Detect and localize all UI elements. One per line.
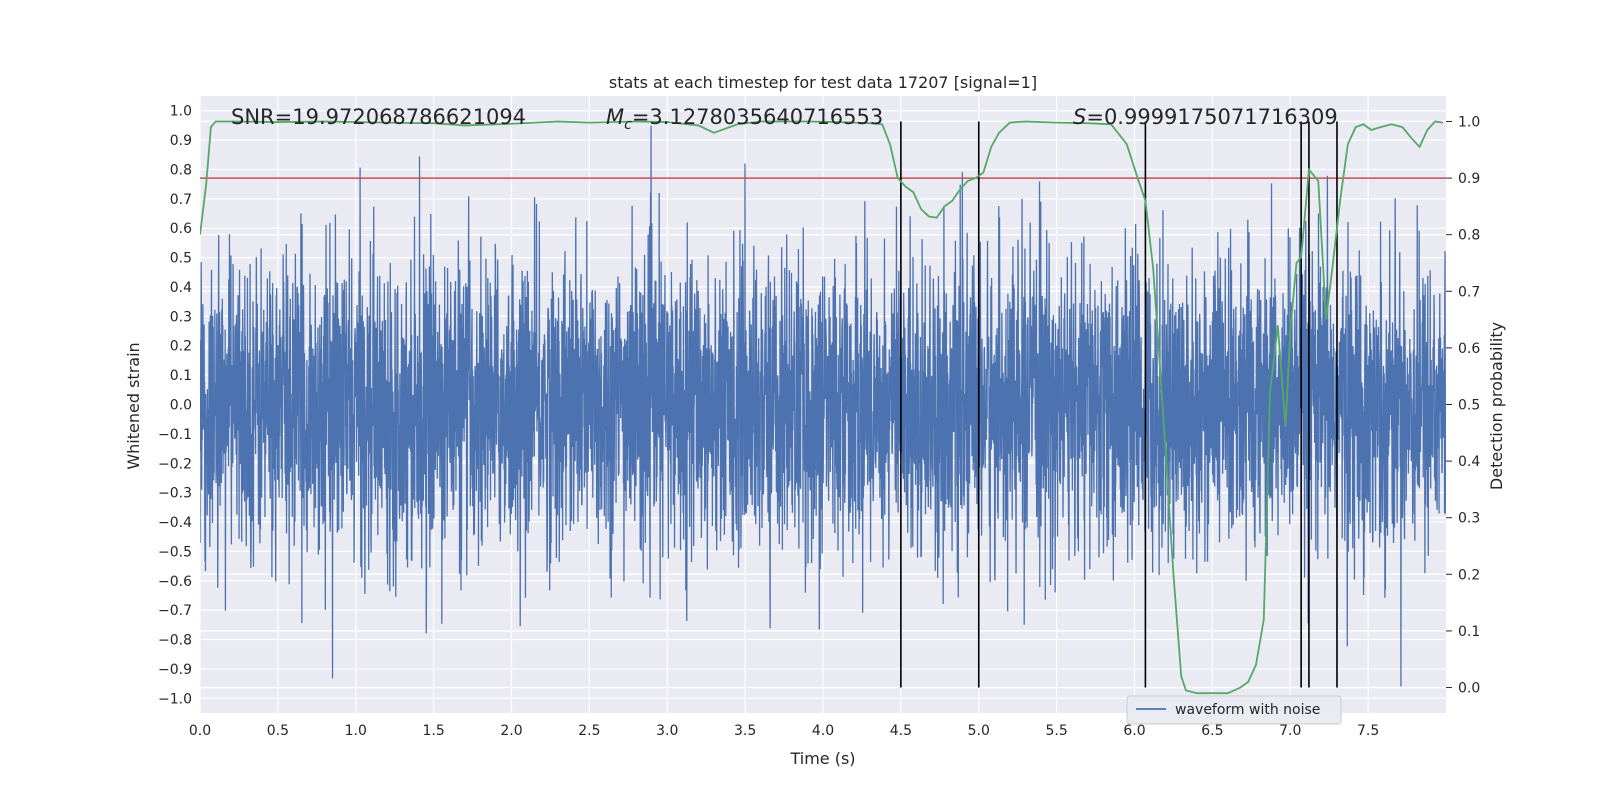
y-tick-label: 0.8 — [170, 162, 192, 178]
annotation-score-symbol: S — [1073, 105, 1086, 129]
x-tick-label: 2.5 — [578, 723, 600, 739]
y2-tick-label: 0.8 — [1458, 228, 1480, 244]
y-tick-label: 0.7 — [170, 192, 192, 208]
legend-box — [1126, 695, 1342, 725]
y2-tick-label: 0.4 — [1458, 454, 1480, 470]
y-tick-label: 0.2 — [170, 339, 192, 355]
y-tick-label: −0.2 — [158, 456, 192, 472]
y-tick-label: 0.3 — [170, 309, 192, 325]
x-tick-label: 1.0 — [345, 723, 367, 739]
y2-tick-label: 0.7 — [1458, 284, 1480, 300]
vertical-lines-layer — [900, 121, 1338, 688]
y2-tick-label: 0.2 — [1458, 567, 1480, 583]
y-tick-label: 0.0 — [170, 398, 192, 414]
annotation-snr: SNR=19.972068786621094 — [231, 105, 526, 129]
y-tick-label: −0.3 — [158, 486, 192, 502]
waveform-with-noise-line — [200, 125, 1446, 687]
y-tick-label: −0.1 — [158, 427, 192, 443]
y-tick-label: 1.0 — [170, 104, 192, 120]
x-tick-label: 2.0 — [500, 723, 522, 739]
y-tick-label: −0.4 — [158, 515, 192, 531]
y-tick-label: −1.0 — [158, 691, 192, 707]
y-tick-label: 0.4 — [170, 280, 192, 296]
legend-entry-waveform: waveform with noise — [1175, 702, 1320, 718]
x-ticks: 0.0 0.5 1.0 1.5 2.0 2.5 3.0 3.5 4.0 4.5 5.0 5.5 6.0 6… — [189, 723, 1379, 739]
x-axis-label: Time (s) — [789, 749, 855, 768]
y2-tick-label: 1.0 — [1458, 114, 1480, 130]
detection-probability-line — [200, 120, 1444, 695]
y2-tick-label: 0.6 — [1458, 341, 1480, 357]
x-tick-label: 5.0 — [968, 723, 990, 739]
y-tick-label: −0.9 — [158, 662, 192, 678]
x-tick-label: 0.0 — [189, 723, 211, 739]
x-tick-label: 7.0 — [1279, 723, 1301, 739]
waveform-noise-layer — [200, 125, 1446, 687]
annotation-chirp-mass-value: =3.1278035640716553 — [632, 105, 883, 129]
x-tick-label: 6.0 — [1123, 723, 1145, 739]
y2-tick-label: 0.5 — [1458, 398, 1480, 414]
annotation-chirp-mass: Mc=3.1278035640716553 — [606, 105, 883, 133]
x-tick-label: 1.5 — [422, 723, 444, 739]
x-tick-label: 4.5 — [890, 723, 912, 739]
chart-title: stats at each timestep for test data 172… — [609, 73, 1037, 92]
x-tick-label: 0.5 — [267, 723, 289, 739]
annotation-score-value: =0.9999175071716309 — [1086, 105, 1337, 129]
y-tick-label: 0.6 — [170, 221, 192, 237]
probability-layer — [200, 120, 1444, 695]
x-tick-label: 5.5 — [1045, 723, 1067, 739]
y-tick-label: 0.5 — [170, 251, 192, 267]
y-tick-label: 0.1 — [170, 368, 192, 384]
y-tick-label: −0.5 — [158, 544, 192, 560]
annotation-score: S=0.9999175071716309 — [1073, 105, 1338, 129]
legend: waveform with noise — [1126, 695, 1342, 725]
x-tick-label: 4.0 — [812, 723, 834, 739]
y2-tick-label: 0.1 — [1458, 624, 1480, 640]
annotation-chirp-mass-symbol: M — [606, 105, 624, 129]
y2-tick-label: 0.0 — [1458, 681, 1480, 697]
x-tick-label: 3.5 — [734, 723, 756, 739]
y2-tick-label: 0.9 — [1458, 171, 1480, 187]
x-tick-label: 3.0 — [656, 723, 678, 739]
y-tick-label: −0.7 — [158, 603, 192, 619]
y-tick-label: −0.6 — [158, 574, 192, 590]
y2-tick-label: 0.3 — [1458, 511, 1480, 527]
y-ticks: −1.0 −0.9 −0.8 −0.7 −0.6 −0.5 −0.4 −0.3 −0.2 −0.1… — [158, 104, 192, 708]
y-axis-label: Whitened strain — [124, 342, 143, 469]
y-tick-label: 0.9 — [170, 133, 192, 149]
x-tick-label: 6.5 — [1201, 723, 1223, 739]
x-tick-label: 7.5 — [1357, 723, 1379, 739]
y2-axis-label: Detection probability — [1487, 322, 1506, 490]
y-tick-label: −0.8 — [158, 633, 192, 649]
y2-ticks: 0.0 0.1 0.2 0.3 0.4 0.5 0.6 0.7 0.8 0.9 1.0 — [1446, 114, 1480, 697]
annotation-chirp-mass-subscript: c — [624, 117, 632, 133]
